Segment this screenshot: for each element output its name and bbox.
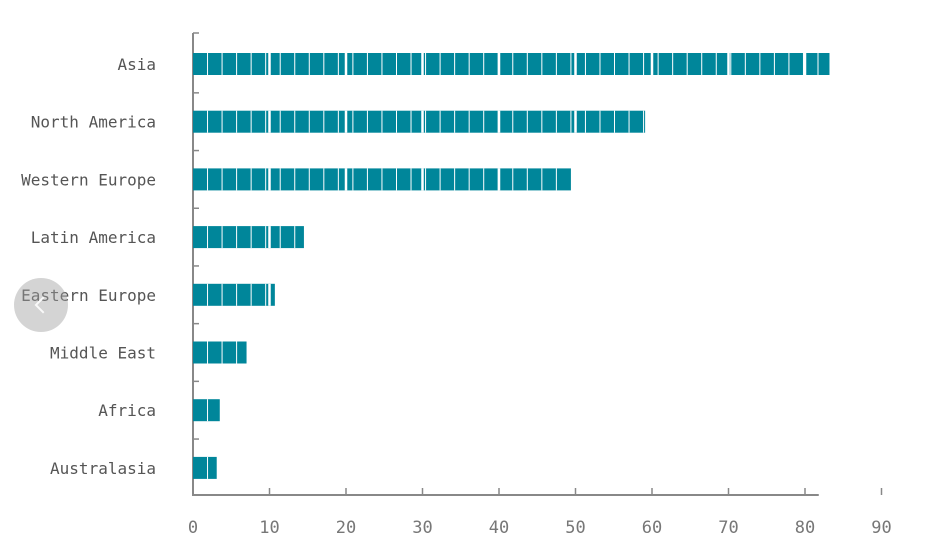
x-tick-label: 60 — [642, 518, 662, 538]
bar — [193, 226, 304, 249]
bar-fill — [193, 341, 247, 364]
category-label: Western Europe — [21, 170, 156, 189]
category-label: North America — [31, 113, 156, 132]
axis-lines — [192, 33, 819, 496]
x-tick-label: 70 — [718, 518, 738, 538]
category-label: Latin America — [31, 228, 156, 247]
bar — [193, 168, 571, 191]
bar-fill — [193, 53, 830, 75]
category-label: Africa — [98, 401, 156, 420]
x-tick-label: 40 — [489, 518, 509, 538]
bar — [193, 110, 646, 133]
chevron-left-icon — [34, 296, 52, 314]
x-tick-label: 90 — [871, 518, 891, 538]
x-tick-label: 20 — [336, 518, 356, 538]
category-label: Eastern Europe — [21, 286, 156, 305]
category-label: Middle East — [50, 344, 156, 363]
bar-fill — [193, 226, 304, 249]
category-label: Asia — [117, 55, 156, 74]
x-tick-label: 80 — [795, 518, 815, 538]
x-tick-label: 50 — [565, 518, 585, 538]
x-tick-label: 0 — [188, 518, 198, 538]
bar — [193, 283, 275, 306]
bar — [193, 341, 247, 364]
bar — [193, 456, 217, 479]
x-tick-label: 30 — [412, 518, 432, 538]
bar-fill — [193, 110, 646, 133]
category-label: Australasia — [50, 459, 156, 478]
bar-fill — [193, 283, 275, 306]
x-tick-label: 10 — [259, 518, 279, 538]
bar — [193, 399, 220, 422]
bar — [193, 53, 830, 75]
bar-fill — [193, 399, 220, 422]
carousel-prev-button[interactable] — [14, 278, 68, 332]
bar-fill — [193, 456, 217, 479]
